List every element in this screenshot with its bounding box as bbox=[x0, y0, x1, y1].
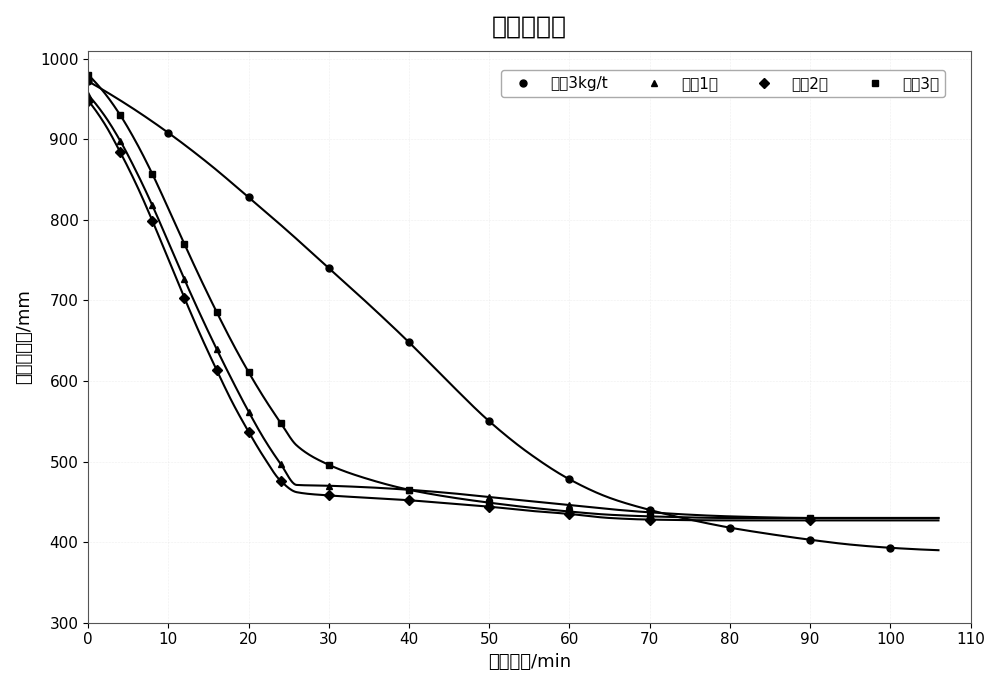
石灰3kg/t bbox=[162, 129, 174, 137]
配备3号 bbox=[804, 514, 816, 522]
石灰3kg/t bbox=[483, 417, 495, 425]
配备3号 bbox=[483, 499, 495, 507]
配比2号 bbox=[323, 491, 335, 499]
石灰3kg/t bbox=[563, 475, 575, 484]
配比2号 bbox=[563, 510, 575, 518]
石灰3kg/t bbox=[644, 506, 656, 514]
Line: 配比1号: 配比1号 bbox=[85, 91, 814, 521]
配比1号 bbox=[563, 501, 575, 509]
配备3号 bbox=[82, 71, 94, 79]
配比2号 bbox=[644, 515, 656, 523]
Y-axis label: 矿浆层高度/mm: 矿浆层高度/mm bbox=[15, 289, 33, 384]
配比1号 bbox=[804, 514, 816, 522]
石灰3kg/t bbox=[804, 536, 816, 544]
Line: 配比2号: 配比2号 bbox=[85, 97, 814, 524]
配备3号 bbox=[323, 461, 335, 469]
Line: 石灰3kg/t: 石灰3kg/t bbox=[85, 78, 894, 552]
配比2号 bbox=[804, 517, 816, 525]
石灰3kg/t bbox=[82, 77, 94, 85]
配比1号 bbox=[146, 201, 158, 209]
配比2号 bbox=[178, 294, 190, 302]
配比2号 bbox=[146, 217, 158, 225]
配比2号 bbox=[114, 148, 126, 156]
配备3号 bbox=[563, 508, 575, 516]
配比1号 bbox=[323, 482, 335, 490]
配备3号 bbox=[114, 111, 126, 119]
配比1号 bbox=[403, 486, 415, 494]
X-axis label: 沉降时间/min: 沉降时间/min bbox=[488, 653, 571, 671]
配备3号 bbox=[178, 240, 190, 248]
配比1号 bbox=[243, 407, 255, 416]
配比1号 bbox=[114, 137, 126, 145]
配比1号 bbox=[82, 91, 94, 99]
配备3号 bbox=[275, 418, 287, 427]
石灰3kg/t bbox=[243, 193, 255, 202]
Title: 沉降曲线图: 沉降曲线图 bbox=[492, 15, 567, 39]
配比2号 bbox=[243, 427, 255, 436]
石灰3kg/t bbox=[724, 523, 736, 532]
配比1号 bbox=[178, 275, 190, 283]
Line: 配备3号: 配备3号 bbox=[85, 71, 814, 521]
配备3号 bbox=[211, 307, 223, 316]
配比2号 bbox=[82, 97, 94, 105]
配比2号 bbox=[275, 477, 287, 485]
Legend: 石灰3kg/t, 配比1号, 配比2号, 配备3号: 石灰3kg/t, 配比1号, 配比2号, 配备3号 bbox=[501, 70, 945, 97]
配比1号 bbox=[483, 493, 495, 501]
配比1号 bbox=[211, 344, 223, 353]
配比2号 bbox=[483, 503, 495, 511]
配备3号 bbox=[146, 170, 158, 178]
石灰3kg/t bbox=[884, 544, 896, 552]
配比2号 bbox=[211, 366, 223, 374]
石灰3kg/t bbox=[403, 338, 415, 346]
配比2号 bbox=[403, 496, 415, 504]
配比1号 bbox=[644, 508, 656, 517]
配比1号 bbox=[275, 460, 287, 468]
配备3号 bbox=[243, 368, 255, 376]
配备3号 bbox=[403, 486, 415, 494]
石灰3kg/t bbox=[323, 264, 335, 272]
配备3号 bbox=[644, 512, 656, 521]
